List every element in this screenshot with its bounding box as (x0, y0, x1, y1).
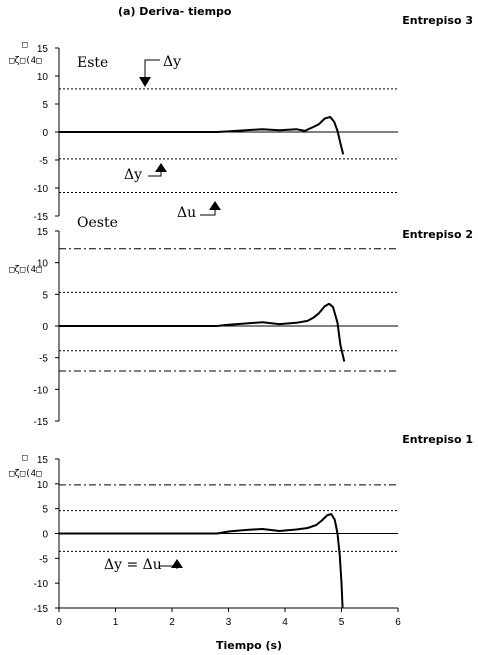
annotation-este: Este (77, 55, 108, 71)
ylabel-glyph-3: □ (22, 40, 28, 50)
y-tick-label: -10 (34, 184, 49, 195)
y-tick-label: -5 (39, 354, 48, 365)
y-tick-label: -15 (34, 212, 49, 223)
y-tick-label: 5 (42, 505, 48, 516)
y-tick-label: -5 (39, 554, 48, 565)
drift-series-line-3 (59, 115, 345, 155)
y-tick-label: -5 (39, 156, 48, 167)
y-tick-label: 10 (37, 480, 49, 491)
panel-entrepiso-1: 15 10 5 0 -5 -10 -15 0 1 2 3 4 5 6 (34, 455, 402, 628)
y-tick-label: 5 (42, 290, 48, 301)
y-tick-label: 15 (37, 455, 49, 466)
y-tick-label: -15 (34, 604, 49, 615)
x-tick-label: 6 (395, 617, 401, 628)
ylabel-code-2: □ζ□(4□ (9, 265, 42, 275)
ylabel-glyph-1: □ (22, 453, 28, 463)
y-tick-label: 10 (37, 72, 49, 83)
x-tick-label: 0 (56, 617, 62, 628)
annotation-delta-y-top: Δy (139, 54, 181, 87)
y-tick-label: 0 (42, 322, 48, 333)
figure-title: (a) Deriva- tiempo (118, 5, 232, 18)
drift-series-line-1 (59, 513, 344, 609)
panel-label-3: Entrepiso 3 (402, 14, 473, 27)
annotation-delta-u-label: Δu (177, 205, 196, 221)
annotation-delta-y-equals-u: Δy = Δu (104, 557, 183, 573)
y-tick-label: 0 (42, 128, 48, 139)
annotation-delta-y-bottom-label: Δy (124, 167, 142, 183)
y-tick-label: 15 (37, 44, 49, 55)
panel-label-1: Entrepiso 1 (402, 433, 473, 446)
y-tick-label: -10 (34, 385, 49, 396)
y-tick-label: -10 (34, 579, 49, 590)
y-tick-label: 5 (42, 100, 48, 111)
annotation-oeste: Oeste (77, 215, 118, 231)
panel-label-2: Entrepiso 2 (402, 228, 473, 241)
y-tick-label: 0 (42, 530, 48, 541)
annotation-delta-u: Δu (177, 201, 221, 221)
x-tick-label: 3 (226, 617, 232, 628)
y-tick-label: 15 (37, 227, 49, 238)
x-tick-label: 4 (282, 617, 288, 628)
annotation-delta-y-top-label: Δy (163, 54, 181, 70)
x-tick-label: 1 (113, 617, 119, 628)
annotation-delta-y-bottom: Δy (124, 163, 167, 183)
y-tick-label: -15 (34, 417, 49, 428)
x-tick-label: 2 (169, 617, 175, 628)
x-tick-label: 5 (339, 617, 345, 628)
annotation-delta-y-equals-u-label: Δy = Δu (104, 557, 162, 573)
panel-entrepiso-3: 15 10 5 0 -5 -10 -15 (34, 44, 398, 223)
ylabel-code-1: □ζ□(4□ (9, 469, 42, 479)
drift-series-line-2 (59, 302, 346, 362)
ylabel-code-3: □ζ□(4□ (9, 56, 42, 66)
y-tick-label: 10 (37, 259, 49, 270)
x-axis-label: Tiempo (s) (216, 639, 282, 652)
panel-entrepiso-2: 15 10 5 0 -5 -10 -15 (34, 227, 398, 428)
